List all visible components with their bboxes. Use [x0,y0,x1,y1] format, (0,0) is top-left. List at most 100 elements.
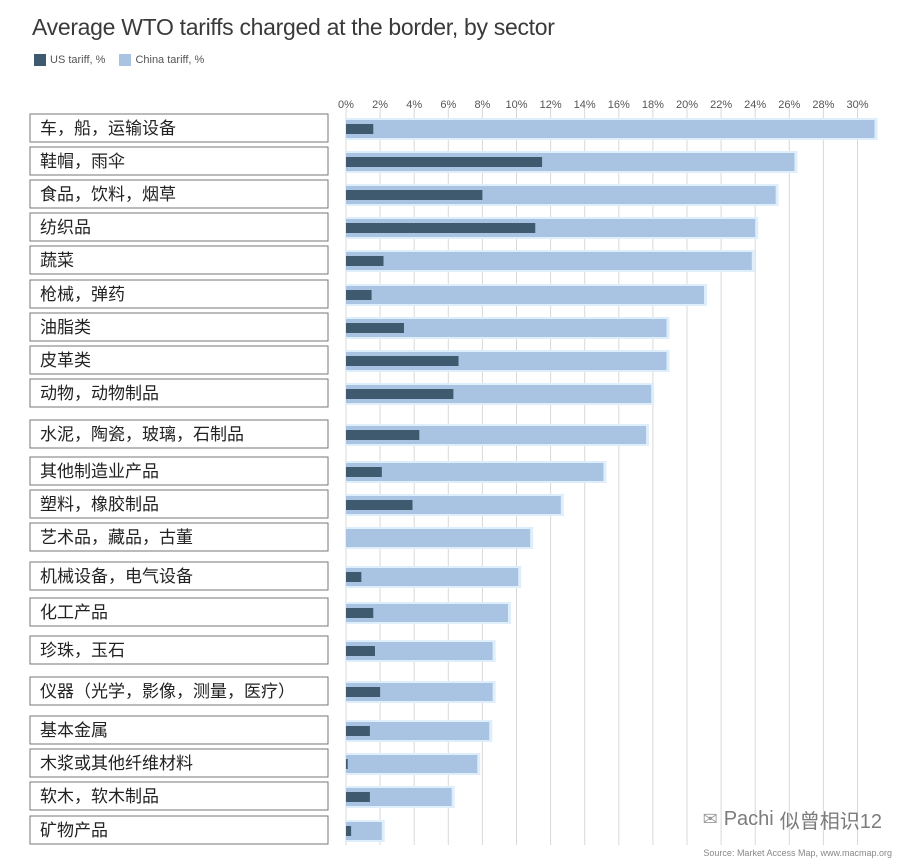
us-bar [346,323,404,333]
category-label: 仪器（光学，影像，测量，医疗） [40,682,295,702]
china-bar [346,120,875,138]
x-tick-label: 22% [710,99,732,111]
legend-label-china: China tariff, % [135,54,205,66]
category-label-box [29,676,329,706]
legend-swatch-china [119,54,132,66]
category-label: 软木，软木制品 [40,787,159,807]
china-bar [346,683,493,701]
category-label-box [29,245,329,275]
category-label-box [29,597,329,627]
x-tick-label: 8% [474,99,490,111]
legend-item-us: US tariff, % [34,54,105,66]
us-bar [346,687,381,697]
x-tick-label: 16% [608,99,630,111]
category-label: 水泥，陶瓷，玻璃，石制品 [40,425,244,445]
category-label: 化工产品 [40,603,108,623]
china-bar [346,426,647,444]
category-label: 纺织品 [40,218,91,238]
category-label: 车，船，运输设备 [40,119,176,139]
chart-title: Average WTO tariffs charged at the borde… [32,14,555,40]
category-label: 其他制造业产品 [40,462,159,482]
china-bar [346,529,531,547]
us-bar [346,726,370,736]
china-bar [346,463,604,481]
category-label-box [29,419,329,449]
category-label-box [29,279,329,309]
us-bar [346,157,543,167]
us-bar [346,290,372,300]
us-bar [346,356,459,366]
us-bar [346,467,382,477]
x-tick-label: 6% [440,99,456,111]
legend-label-us: US tariff, % [50,54,106,66]
x-tick-label: 0% [338,99,354,111]
us-bar [346,572,362,582]
x-tick-label: 30% [846,99,868,111]
category-label: 枪械，弹药 [40,285,125,305]
category-label-box [29,179,329,209]
china-bar [346,252,752,270]
us-bar [346,190,483,200]
x-tick-label: 20% [676,99,698,111]
category-label: 鞋帽，雨伞 [40,152,125,172]
x-tick-label: 18% [642,99,664,111]
category-label: 皮革类 [40,351,91,371]
china-bar [346,788,452,806]
category-label: 艺术品，藏品，古董 [40,528,193,548]
x-tick-label: 2% [372,99,388,111]
category-label: 机械设备，电气设备 [40,567,193,587]
china-bar [346,822,382,840]
x-tick-label: 24% [744,99,766,111]
us-bar [346,124,374,134]
category-label-box [29,312,329,342]
us-bar [346,223,536,233]
category-label-box [29,378,329,408]
us-bar [346,256,384,266]
category-label-box [29,815,329,845]
category-label-box [29,715,329,745]
us-bar [346,826,352,836]
legend-item-china: China tariff, % [119,54,204,66]
x-tick-label: 12% [540,99,562,111]
us-bar [346,646,375,656]
category-label: 动物，动物制品 [40,384,159,404]
us-bar [346,792,370,802]
category-label-box [29,489,329,519]
china-bar [346,319,667,337]
china-bar [346,604,508,622]
watermark-text: 似曾相识12 [779,811,882,833]
category-label: 蔬菜 [40,251,74,271]
x-tick-label: 4% [406,99,422,111]
watermark: ✉ Pachi 似曾相识12 [703,805,882,834]
us-bar [346,608,374,618]
china-bar [346,722,490,740]
category-label-box [29,522,329,552]
category-label-box [29,635,329,665]
category-label-box [29,212,329,242]
category-label-box [29,748,329,778]
category-label: 食品，饮料，烟草 [40,185,176,205]
category-label-box [29,146,329,176]
china-bar [346,568,519,586]
china-bar [346,286,705,304]
category-label-box [29,561,329,591]
x-tick-label: 28% [812,99,834,111]
category-label-box [29,781,329,811]
us-bar [346,430,420,440]
category-label: 木浆或其他纤维材料 [40,754,193,774]
category-label-box [29,113,329,143]
category-label: 油脂类 [40,318,91,338]
category-label: 珍珠，玉石 [40,641,125,661]
x-tick-label: 26% [778,99,800,111]
china-bar [346,642,493,660]
wechat-icon: ✉ [702,809,718,829]
us-bar [346,389,454,399]
category-label: 基本金属 [40,721,108,741]
x-tick-label: 10% [505,99,527,111]
category-label: 矿物产品 [40,821,108,841]
us-bar [346,500,413,510]
category-label: 塑料，橡胶制品 [40,495,159,515]
watermark-brand: Pachi [723,808,774,830]
x-tick-label: 14% [574,99,596,111]
